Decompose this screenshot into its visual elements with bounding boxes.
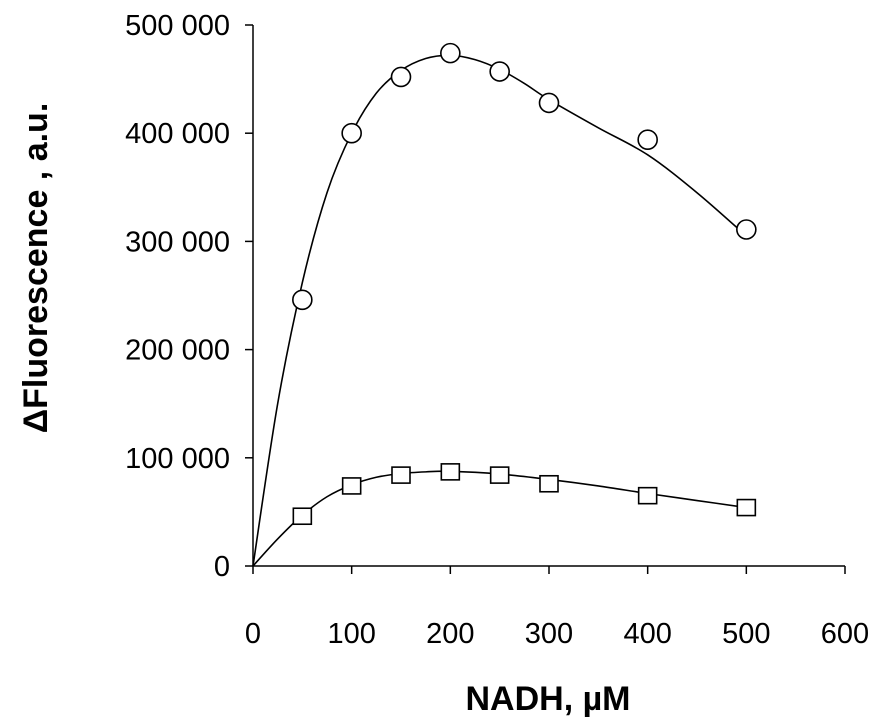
square-marker	[539, 474, 559, 493]
x-axis-title: NADH, µM	[465, 680, 630, 718]
x-tick-label: 100	[327, 618, 375, 650]
y-tick-label: 300 000	[125, 226, 230, 258]
circle-marker	[292, 289, 313, 311]
square-marker	[736, 498, 757, 517]
fit-curve-circle	[252, 54, 747, 567]
y-tick-label: 400 000	[125, 118, 230, 150]
square-marker	[341, 477, 362, 495]
square-marker	[292, 507, 313, 526]
y-axis-ticks: 0 100 000 200 000 300 000 400 000 500 000	[125, 10, 253, 583]
fit-curve-square	[252, 470, 747, 567]
data-markers	[292, 42, 757, 526]
circle-marker	[341, 122, 362, 144]
square-marker	[440, 463, 461, 481]
circle-marker	[489, 61, 510, 82]
circle-marker	[390, 66, 412, 88]
x-tick-label: 600	[821, 618, 869, 650]
y-tick-label: 200 000	[125, 335, 230, 367]
x-tick-label: 0	[245, 618, 261, 650]
fit-curves	[252, 54, 747, 567]
circle-marker	[440, 42, 461, 64]
x-tick-label: 500	[722, 618, 770, 650]
circle-marker	[538, 92, 560, 114]
x-tick-label: 200	[426, 618, 474, 650]
x-tick-label: 300	[525, 618, 573, 650]
x-tick-label: 400	[623, 618, 671, 650]
square-marker	[637, 486, 658, 505]
y-tick-label: 100 000	[125, 443, 230, 475]
y-axis-title: ΔFluorescence , a.u.	[17, 103, 55, 434]
x-axis-ticks: 0 100 200 300 400 500 600	[245, 566, 869, 650]
square-marker	[489, 466, 510, 484]
circle-marker	[637, 129, 658, 150]
y-tick-label: 0	[214, 551, 230, 583]
y-tick-label: 500 000	[125, 10, 230, 42]
square-marker	[391, 466, 411, 484]
circle-marker	[736, 219, 757, 240]
